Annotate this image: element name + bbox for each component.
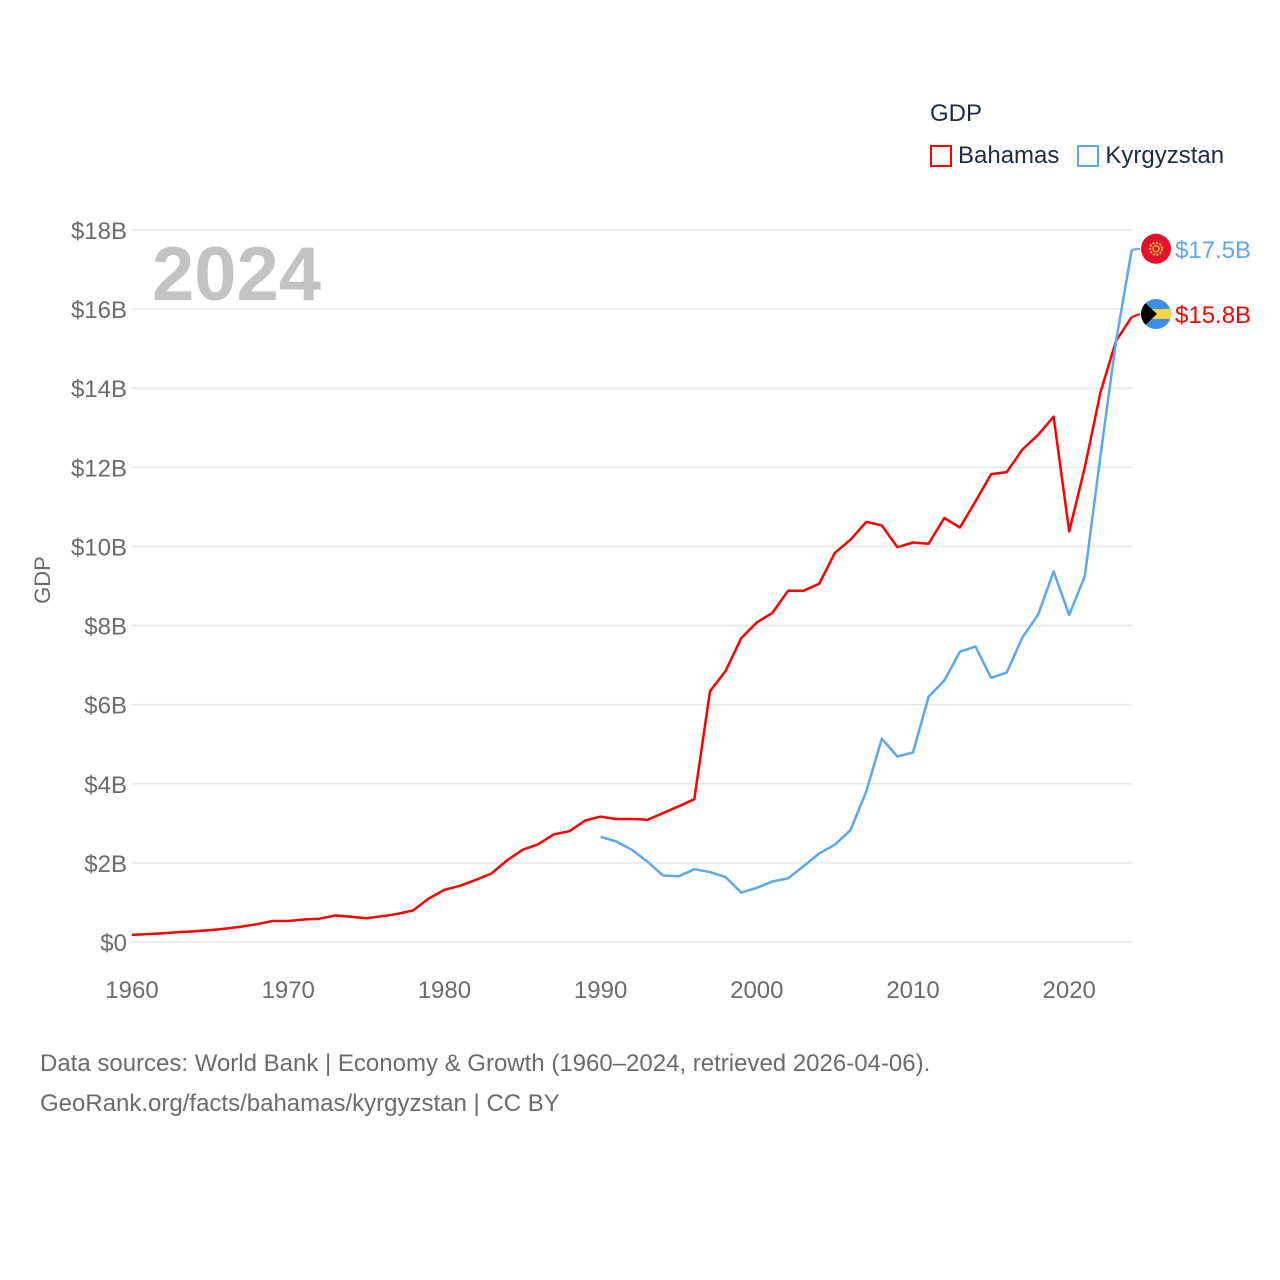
legend-title: GDP bbox=[930, 100, 983, 127]
x-tick-label: 1970 bbox=[262, 977, 315, 1004]
series-lines bbox=[131, 249, 1133, 937]
y-tick-label: $0 bbox=[100, 930, 127, 957]
y-tick-label: $12B bbox=[71, 455, 127, 482]
series-line-kyrgyzstan bbox=[600, 249, 1133, 894]
y-axis-ticks: $0 $2B $4B $6B $8B $10B $12B $14B $16B $18B bbox=[71, 218, 127, 957]
legend-swatch-kyrgyzstan bbox=[1077, 145, 1100, 167]
y-tick-label: $10B bbox=[71, 534, 127, 561]
y-axis-label: GDP bbox=[30, 556, 55, 604]
legend-label: Bahamas bbox=[958, 142, 1060, 169]
kyrgyzstan-flag-icon bbox=[1141, 233, 1171, 264]
year-watermark: 2024 bbox=[152, 232, 321, 317]
x-tick-label: 1980 bbox=[418, 977, 471, 1004]
y-tick-label: $14B bbox=[71, 376, 127, 403]
series-end-labels: $15.8B $17.5B bbox=[1131, 233, 1251, 330]
data-sources-text: Data sources: World Bank | Economy & Gro… bbox=[40, 1050, 931, 1077]
y-tick-label: $2B bbox=[84, 851, 127, 878]
legend-swatch-bahamas bbox=[930, 145, 952, 167]
attribution-text: GeoRank.org/facts/bahamas/kyrgyzstan | C… bbox=[40, 1090, 560, 1117]
footer: Data sources: World Bank | Economy & Gro… bbox=[40, 1044, 930, 1124]
x-tick-label: 2010 bbox=[886, 977, 939, 1004]
y-tick-label: $6B bbox=[84, 693, 127, 720]
grid-lines bbox=[132, 229, 1132, 943]
x-axis-ticks: 1960 1970 1980 1990 2000 2010 2020 bbox=[105, 977, 1096, 1004]
end-value-label: $17.5B bbox=[1175, 237, 1251, 264]
y-tick-label: $18B bbox=[71, 218, 127, 245]
y-tick-label: $16B bbox=[71, 297, 127, 324]
series-line-bahamas bbox=[131, 316, 1133, 937]
end-leader-line bbox=[1131, 313, 1141, 318]
x-tick-label: 2020 bbox=[1043, 977, 1096, 1004]
x-tick-label: 1960 bbox=[105, 977, 158, 1004]
x-tick-label: 1990 bbox=[574, 977, 627, 1004]
y-tick-label: $8B bbox=[84, 614, 127, 641]
end-leader-line bbox=[1131, 247, 1141, 251]
legend-label: Kyrgyzstan bbox=[1105, 142, 1225, 169]
y-tick-label: $4B bbox=[84, 772, 127, 799]
legend-item-bahamas[interactable]: Bahamas bbox=[930, 142, 1059, 170]
x-tick-label: 2000 bbox=[730, 977, 783, 1004]
legend-item-kyrgyzstan[interactable]: Kyrgyzstan bbox=[1077, 142, 1224, 170]
end-value-label: $15.8B bbox=[1175, 302, 1251, 329]
bahamas-flag-icon bbox=[1141, 299, 1171, 330]
legend: Bahamas Kyrgyzstan bbox=[930, 142, 1224, 170]
